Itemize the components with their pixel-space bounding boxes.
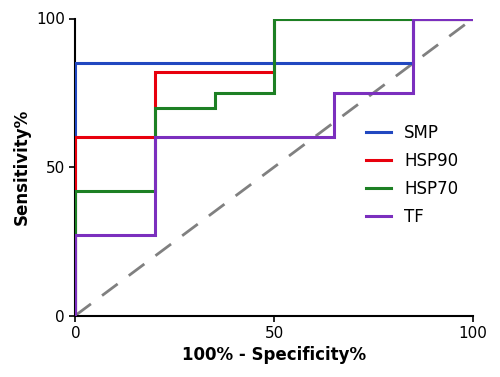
Legend: SMP, HSP90, HSP70, TF: SMP, HSP90, HSP70, TF	[359, 118, 465, 233]
X-axis label: 100% - Specificity%: 100% - Specificity%	[182, 346, 366, 365]
Y-axis label: Sensitivity%: Sensitivity%	[12, 109, 30, 225]
